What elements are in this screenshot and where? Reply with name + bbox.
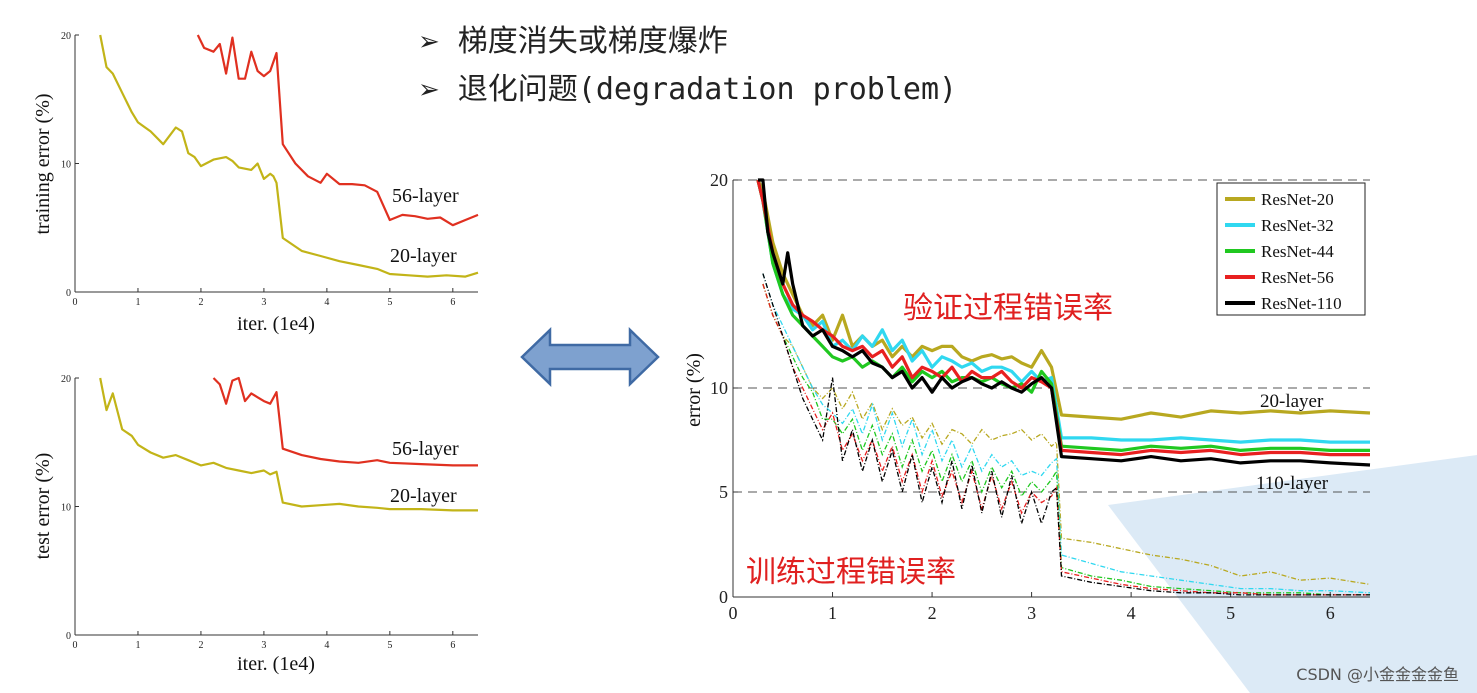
y-axis-label: error (%) <box>683 353 705 427</box>
series-line-20-layer <box>99 377 478 512</box>
x-axis-label: iter. (1e4) <box>237 313 315 335</box>
bullet-arrow-icon: ➢ <box>418 27 440 57</box>
x-tick-label: 6 <box>450 297 455 308</box>
legend-label: ResNet-32 <box>1261 216 1334 235</box>
train-line-ResNet-20 <box>762 283 1371 586</box>
x-tick-label: 5 <box>1226 603 1235 623</box>
y-tick-label: 20 <box>710 170 728 190</box>
bullet-item: ➢ 退化问题(degradation problem) <box>418 66 957 114</box>
series-line-ResNet-110 <box>757 178 1371 467</box>
series-line-ResNet-20 <box>756 179 1371 421</box>
x-tick-label: 2 <box>198 640 203 651</box>
series-line-56-layer <box>212 376 478 467</box>
x-tick-label: 4 <box>324 297 329 308</box>
y-axis-label: training error (%) <box>32 93 54 234</box>
annotation-56-layer: 56-layer <box>392 438 459 460</box>
x-tick-label: 4 <box>324 640 329 651</box>
y-tick-label: 0 <box>66 288 71 299</box>
x-tick-label: 0 <box>729 603 738 623</box>
axes: 0 1 2 3 4 5 6 0 5 10 20 <box>710 170 1370 623</box>
x-axis-label: iter. (1e4) <box>237 653 315 675</box>
y-tick-label: 10 <box>61 160 71 171</box>
x-tick-label: 6 <box>450 640 455 651</box>
x-tick-label: 1 <box>135 640 140 651</box>
double-arrow-icon <box>520 327 660 387</box>
training-series-group <box>762 273 1371 596</box>
x-tick-label: 3 <box>261 640 266 651</box>
annotation-20-layer: 20-layer <box>1260 391 1324 412</box>
x-tick-label: 6 <box>1326 603 1335 623</box>
legend-label: ResNet-44 <box>1261 242 1334 261</box>
y-tick-label: 10 <box>61 503 71 514</box>
series-group <box>99 376 478 512</box>
annotation-20-layer: 20-layer <box>390 245 457 267</box>
y-tick-label: 0 <box>66 631 71 642</box>
bullet-item: ➢ 梯度消失或梯度爆炸 <box>418 18 957 66</box>
legend-label: ResNet-56 <box>1261 268 1334 287</box>
x-tick-label: 0 <box>73 297 78 308</box>
series-group <box>99 34 479 278</box>
x-tick-label: 5 <box>387 297 392 308</box>
axes: 0 1 2 3 4 5 6 0 10 20 <box>61 374 478 651</box>
x-tick-label: 1 <box>135 297 140 308</box>
series-line-ResNet-56 <box>756 179 1370 457</box>
bullet-arrow-icon: ➢ <box>418 75 440 105</box>
x-tick-label: 0 <box>73 640 78 651</box>
bullet-text: 退化问题(degradation problem) <box>457 72 958 107</box>
watermark: CSDN @小金金金金鱼 <box>1296 665 1459 684</box>
series-line-ResNet-44 <box>756 179 1370 452</box>
annotation-110-layer: 110-layer <box>1256 473 1329 494</box>
legend-label: ResNet-110 <box>1261 294 1342 313</box>
y-tick-label: 20 <box>61 31 71 42</box>
training-error-chart: 0 1 2 3 4 5 6 0 10 20 56-layer 20-layer iter. (1e… <box>32 31 479 335</box>
x-tick-label: 2 <box>198 297 203 308</box>
series-line-20-layer <box>99 34 479 278</box>
y-axis-label: test error (%) <box>32 453 54 560</box>
x-tick-label: 1 <box>828 603 837 623</box>
annotation-56-layer: 56-layer <box>392 185 459 207</box>
annotation-training-error: 训练过程错误率 <box>746 556 956 589</box>
x-tick-label: 3 <box>1027 603 1036 623</box>
y-tick-label: 10 <box>710 378 728 398</box>
axes: 0 1 2 3 4 5 6 0 10 20 <box>61 31 478 308</box>
y-tick-label: 0 <box>719 587 728 607</box>
series-group <box>756 178 1371 467</box>
x-tick-label: 3 <box>261 297 266 308</box>
x-tick-label: 2 <box>928 603 937 623</box>
annotation-20-layer: 20-layer <box>390 485 457 507</box>
legend-label: ResNet-20 <box>1261 190 1334 209</box>
x-tick-label: 5 <box>387 640 392 651</box>
series-line-ResNet-32 <box>756 179 1370 444</box>
train-line-ResNet-56 <box>762 283 1370 596</box>
test-error-chart: 0 1 2 3 4 5 6 0 10 20 56-layer 20-layer iter. (1e… <box>32 374 478 675</box>
annotation-validation-error: 验证过程错误率 <box>903 292 1113 325</box>
y-tick-label: 20 <box>61 374 71 385</box>
legend: ResNet-20 ResNet-32 ResNet-44 ResNet-56 ResN… <box>1216 182 1366 316</box>
y-tick-label: 5 <box>719 482 728 502</box>
heading-bullets: ➢ 梯度消失或梯度爆炸 ➢ 退化问题(degradation problem) <box>418 18 957 114</box>
series-line-56-layer <box>196 34 479 227</box>
x-tick-label: 4 <box>1127 603 1136 623</box>
bullet-text: 梯度消失或梯度爆炸 <box>457 24 728 59</box>
